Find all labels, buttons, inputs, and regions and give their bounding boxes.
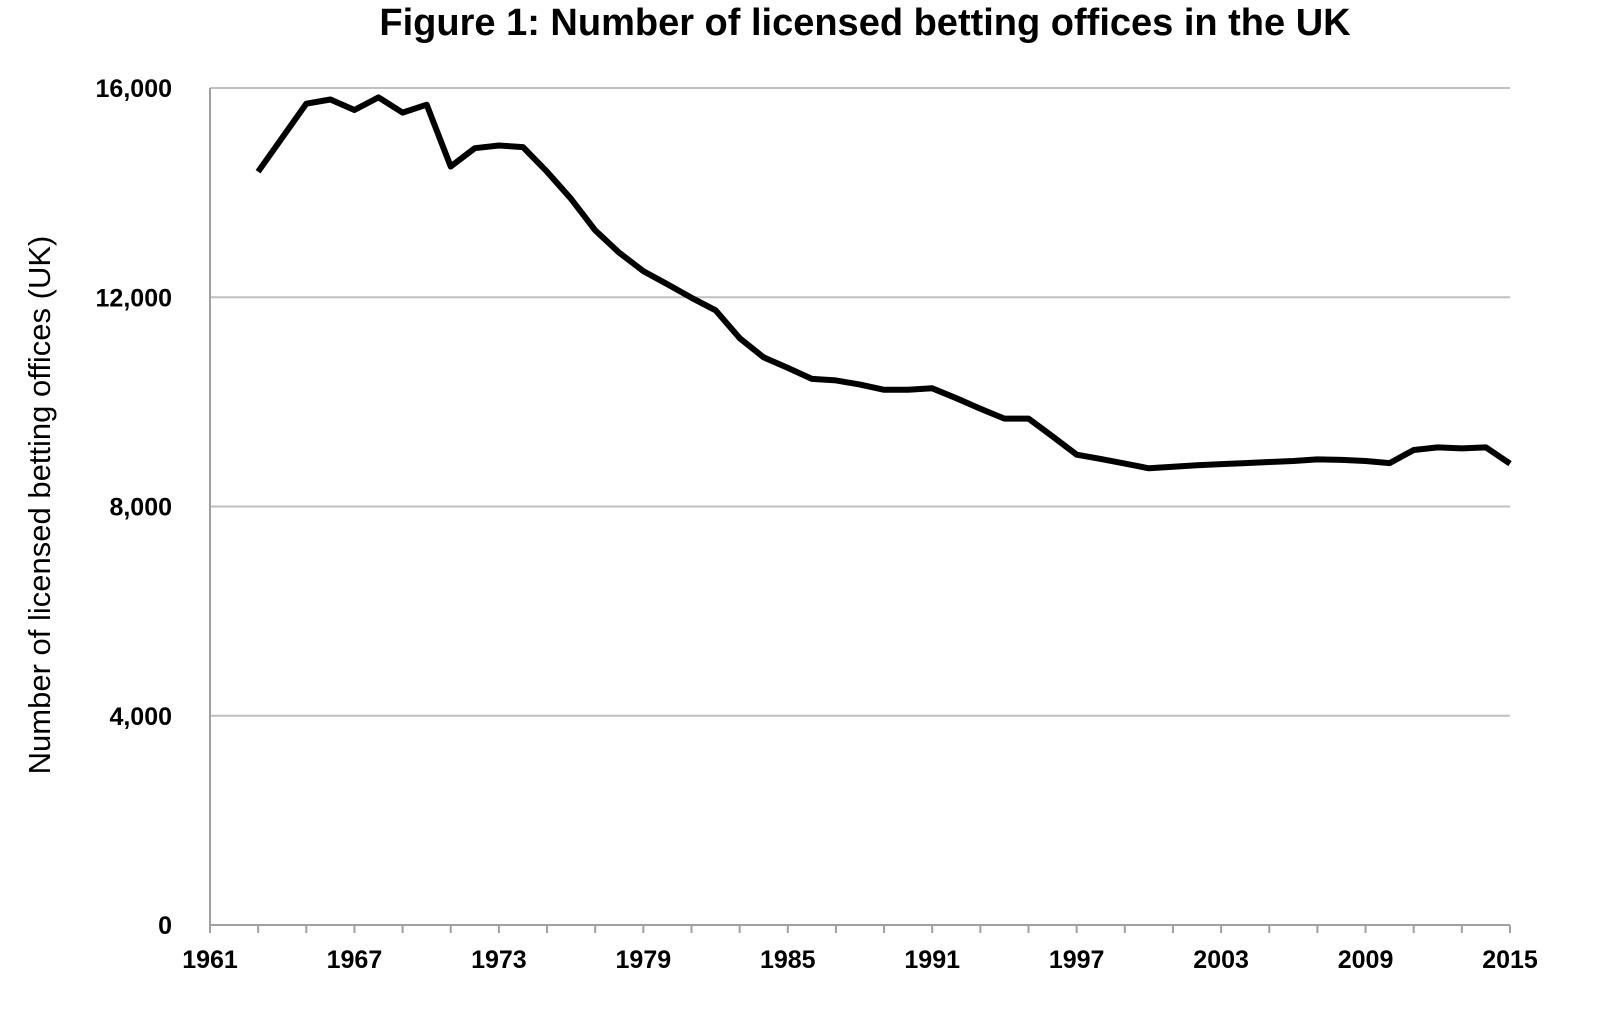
series-line [255, 94, 1512, 472]
y-tick-label: 0 [158, 912, 172, 940]
x-tick-label: 1991 [904, 946, 960, 974]
y-tick-labels: 0 4,000 8,000 12,000 16,000 [96, 75, 172, 940]
series-layer [255, 94, 1512, 472]
x-tick-label: 2009 [1338, 946, 1394, 974]
x-tick-labels: 1961 1967 1973 1979 1985 1991 1997 2003 2009 2015 [182, 946, 1538, 974]
x-tick-label: 1979 [616, 946, 672, 974]
axes [209, 88, 1511, 933]
x-tick-label: 1973 [471, 946, 527, 974]
x-tick-label: 2015 [1482, 946, 1538, 974]
x-tick-label: 1967 [327, 946, 383, 974]
y-tick-label: 16,000 [96, 75, 172, 103]
x-tick-label: 1985 [760, 946, 816, 974]
x-tick-label: 1997 [1049, 946, 1105, 974]
y-tick-label: 12,000 [96, 284, 172, 312]
gridlines [210, 87, 1510, 717]
x-tick-label: 2003 [1193, 946, 1249, 974]
chart-title: Figure 1: Number of licensed betting off… [379, 2, 1351, 44]
y-tick-label: 8,000 [109, 494, 172, 522]
y-tick-label: 4,000 [109, 703, 172, 731]
x-tick-label: 1961 [182, 946, 238, 974]
y-axis-label: Number of licensed betting offices (UK) [22, 236, 57, 775]
